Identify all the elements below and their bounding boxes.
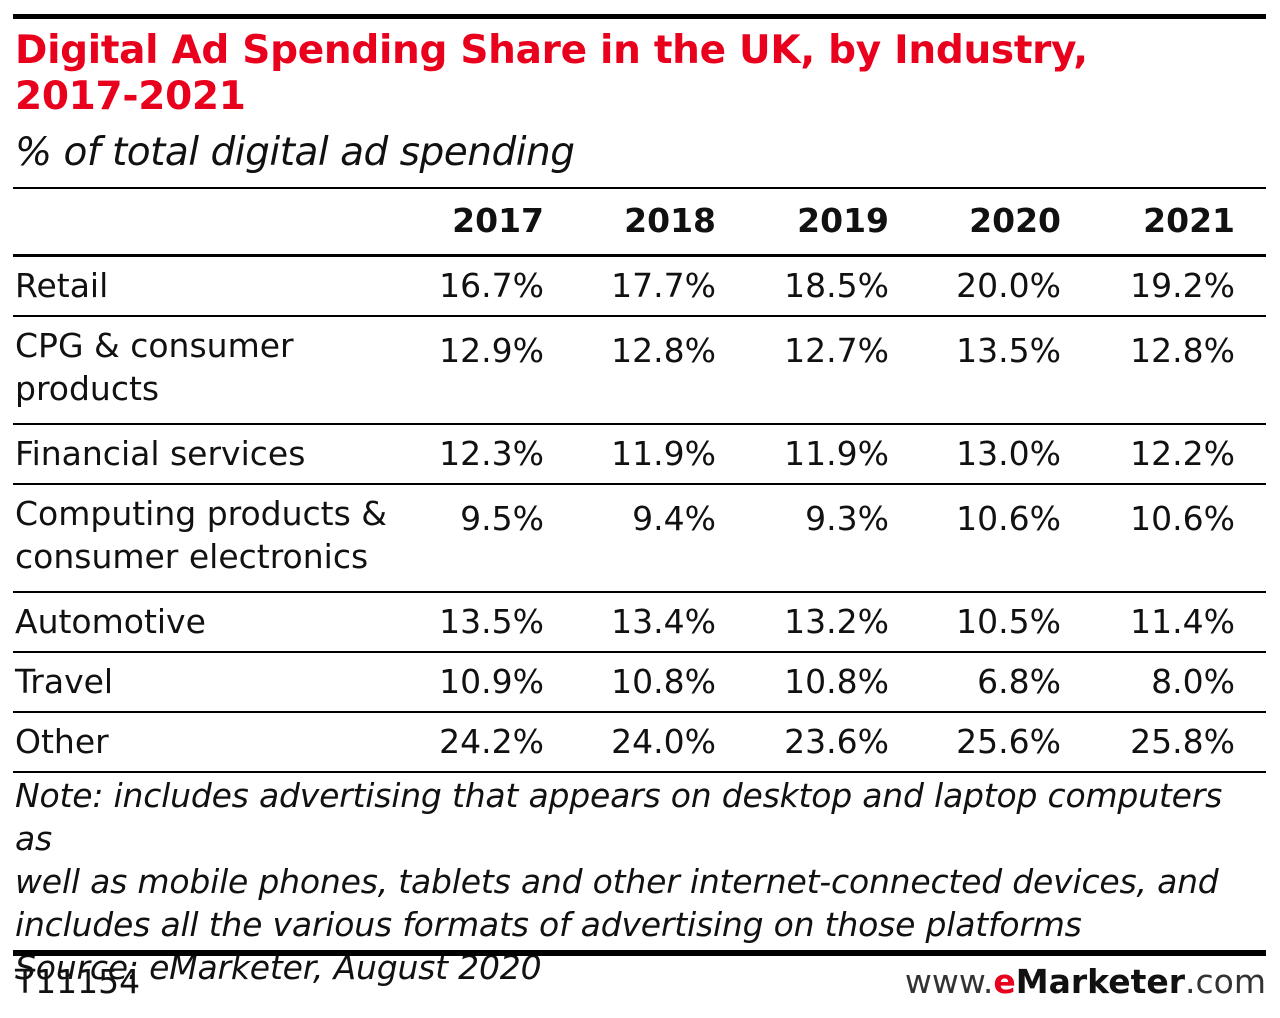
table-cell: 10.8% [784, 662, 889, 701]
table-cell: 25.8% [1130, 722, 1235, 761]
row-divider [13, 711, 1266, 713]
table-cell: 24.0% [611, 722, 716, 761]
table-cell: 9.4% [632, 499, 716, 538]
table-cell: 13.0% [956, 434, 1061, 473]
table-cell: 11.4% [1130, 602, 1235, 641]
row-label-line: Other [15, 722, 109, 761]
brand-e: e [993, 962, 1016, 1001]
table-cell: 19.2% [1130, 266, 1235, 305]
row-label: Other [15, 720, 435, 763]
table-cell: 11.9% [784, 434, 889, 473]
table-cell: 13.5% [439, 602, 544, 641]
note-and-source: Note: includes advertising that appears … [15, 774, 1268, 989]
row-label: CPG & consumer products [15, 324, 435, 410]
row-label-line: Travel [15, 662, 114, 701]
table-cell: 25.6% [956, 722, 1061, 761]
row-divider [13, 315, 1266, 317]
row-label-line: Computing products & [15, 494, 388, 533]
column-header: 2021 [1143, 201, 1235, 240]
note-line: well as mobile phones, tablets and other… [15, 862, 1219, 901]
table-cell: 11.9% [611, 434, 716, 473]
table-cell: 8.0% [1151, 662, 1235, 701]
row-label: Travel [15, 660, 435, 703]
table-cell: 12.8% [1130, 331, 1235, 370]
chart-title: Digital Ad Spending Share in the UK, by … [15, 28, 1215, 120]
table-cell: 13.2% [784, 602, 889, 641]
row-divider [13, 651, 1266, 653]
table-cell: 6.8% [977, 662, 1061, 701]
table-cell: 10.8% [611, 662, 716, 701]
table-cell: 9.5% [460, 499, 544, 538]
row-label-line: products [15, 369, 160, 408]
row-label: Computing products & consumer electronics [15, 492, 435, 578]
row-label-line: Financial services [15, 434, 306, 473]
table-cell: 17.7% [611, 266, 716, 305]
table-cell: 12.3% [439, 434, 544, 473]
column-header: 2020 [969, 201, 1061, 240]
row-label-line: Retail [15, 266, 109, 305]
table-cell: 9.3% [805, 499, 889, 538]
row-label: Automotive [15, 600, 435, 643]
table-cell: 10.5% [956, 602, 1061, 641]
brand-prefix: www. [904, 962, 994, 1001]
table-cell: 10.9% [439, 662, 544, 701]
header-top-rule [13, 187, 1266, 189]
row-label: Retail [15, 264, 435, 307]
row-label-line: CPG & consumer [15, 326, 294, 365]
table-cell: 20.0% [956, 266, 1061, 305]
brand-suffix: .com [1185, 962, 1266, 1001]
chart-subtitle: % of total digital ad spending [15, 130, 575, 175]
table-cell: 10.6% [1130, 499, 1235, 538]
table-cell: 13.5% [956, 331, 1061, 370]
table-cell: 23.6% [784, 722, 889, 761]
table-cell: 24.2% [439, 722, 544, 761]
chart-title-line: 2017-2021 [15, 74, 246, 119]
row-label-line: Automotive [15, 602, 206, 641]
row-label-line: consumer electronics [15, 537, 369, 576]
table-cell: 12.9% [439, 331, 544, 370]
chart-title-line: Digital Ad Spending Share in the UK, by … [15, 28, 1088, 73]
table-cell: 12.7% [784, 331, 889, 370]
note-line: Note: includes advertising that appears … [15, 776, 1223, 858]
bottom-rule [13, 950, 1266, 956]
row-divider [13, 771, 1266, 773]
table-cell: 16.7% [439, 266, 544, 305]
table-cell: 12.2% [1130, 434, 1235, 473]
brand-logo: www.eMarketer.com [905, 960, 1266, 1004]
note-line: includes all the various formats of adve… [15, 905, 1082, 944]
chart-code: T11154 [15, 962, 141, 1001]
table-cell: 12.8% [611, 331, 716, 370]
table-cell: 18.5% [784, 266, 889, 305]
table-cell: 13.4% [611, 602, 716, 641]
row-label: Financial services [15, 432, 435, 475]
table-cell: 10.6% [956, 499, 1061, 538]
column-header: 2019 [797, 201, 889, 240]
row-divider [13, 591, 1266, 593]
row-divider [13, 423, 1266, 425]
column-header: 2017 [452, 201, 544, 240]
column-header: 2018 [624, 201, 716, 240]
row-divider [13, 483, 1266, 485]
top-rule [13, 14, 1266, 19]
header-bottom-rule [13, 254, 1266, 257]
brand-name: Marketer [1015, 962, 1186, 1001]
